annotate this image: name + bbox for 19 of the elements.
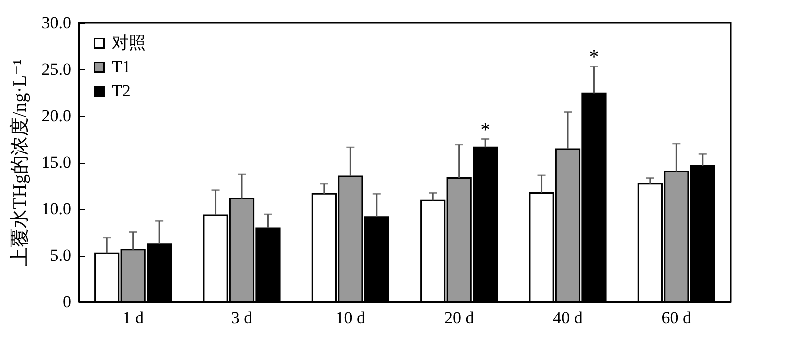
- y-tick-label: 20.0: [42, 106, 72, 126]
- data-label: *: [480, 119, 491, 142]
- y-tick-label: 30.0: [42, 14, 72, 32]
- x-tick-label: 3 d: [231, 308, 254, 328]
- legend-label: T2: [112, 82, 131, 100]
- legend-label: T1: [112, 58, 131, 76]
- y-axis-title: 上覆水THg的浓度/ng·L⁻¹: [8, 59, 31, 266]
- y-tick-label: 25.0: [42, 60, 72, 79]
- x-tick-label: 60 d: [662, 308, 692, 328]
- legend-label: 对照: [112, 34, 146, 52]
- x-tick-label: 1 d: [122, 308, 144, 328]
- x-tick-label: 20 d: [444, 308, 475, 328]
- x-tick-label: 40 d: [553, 308, 584, 328]
- data-label: *: [589, 46, 600, 69]
- y-tick-label: 5.0: [50, 246, 72, 265]
- x-tick-label: 10 d: [336, 308, 366, 328]
- y-tick-label: 0: [63, 292, 72, 312]
- y-tick-label: 10.0: [42, 200, 72, 218]
- y-tick-label: 15.0: [42, 153, 72, 172]
